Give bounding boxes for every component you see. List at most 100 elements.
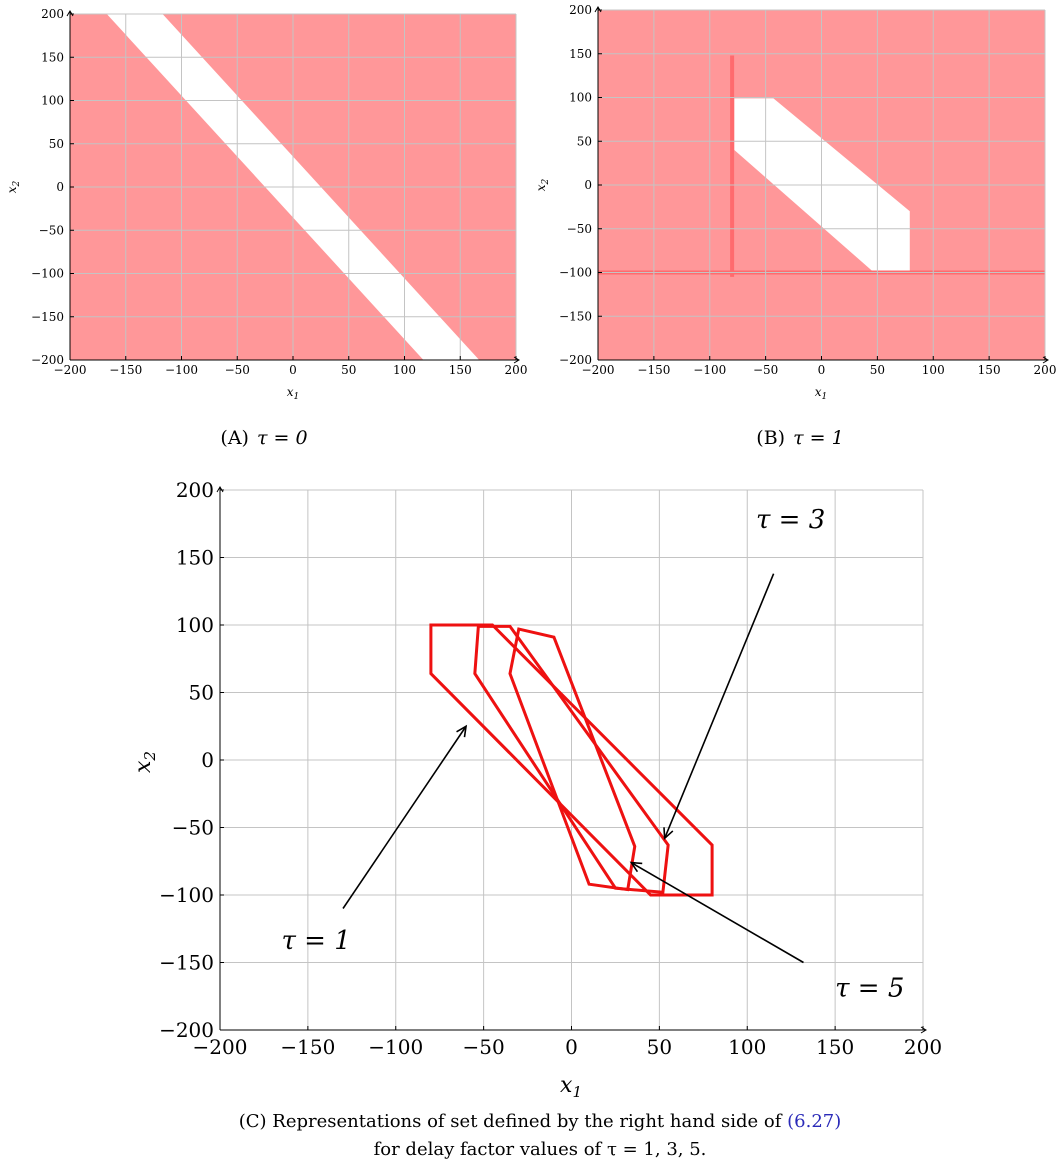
x-tick-label: 100 xyxy=(393,363,416,377)
y-tick-label: 50 xyxy=(49,137,64,151)
y-tick-label: 0 xyxy=(584,178,592,192)
y-tick-label: −150 xyxy=(559,309,592,323)
panel-c-tick-labels: −200 −150 −100 −50 0 50 100 150 200 −200 −150 −100 −… xyxy=(159,478,942,1059)
y-tick-label: 200 xyxy=(569,3,592,17)
panel-b: −200 −150 −100 −50 0 50 100 150 200 −200 −150 −100 −… xyxy=(534,3,1056,449)
annotation-arrow-head-2 xyxy=(663,827,674,841)
y-axis-arrow xyxy=(594,6,602,13)
x-tick-label: −200 xyxy=(54,363,87,377)
y-tick-label: 150 xyxy=(41,50,64,64)
x-tick-label: −150 xyxy=(637,363,670,377)
x-tick-label: −50 xyxy=(463,1035,505,1059)
panel-a-caption-math: τ = 0 xyxy=(257,427,308,449)
panel-a: −200 −150 −100 −50 0 50 100 150 200 −200 −150 −100 −… xyxy=(5,7,527,449)
x-tick-label: 50 xyxy=(647,1035,672,1059)
panel-b-grid xyxy=(598,9,1046,360)
panel-b-axes xyxy=(594,6,1049,364)
x-tick-label: 0 xyxy=(289,363,297,377)
panel-b-caption: (B) τ = 1 xyxy=(756,427,843,449)
panel-c-caption-line2: for delay factor values of τ = 1, 3, 5. xyxy=(374,1139,707,1160)
panel-a-caption-label: (A) xyxy=(220,427,249,449)
series-polygon-2 xyxy=(473,624,670,894)
x-tick-label: 150 xyxy=(978,363,1001,377)
y-tick-label: 100 xyxy=(41,94,64,108)
panel-c-caption-text: (C) Representations of set defined by th… xyxy=(239,1111,787,1132)
x-tick-label: 100 xyxy=(922,363,945,377)
panel-c-xlabel: x1 xyxy=(560,1073,582,1101)
panel-c-ylabel: x2 xyxy=(131,751,159,773)
y-tick-label: −200 xyxy=(159,1018,214,1042)
y-tick-label: −100 xyxy=(31,267,64,281)
panel-c-axes xyxy=(216,486,927,1034)
panel-c-series xyxy=(429,623,714,897)
x-axis-arrow xyxy=(920,1026,927,1034)
annotation-label-1: τ = 1 xyxy=(282,926,351,956)
y-tick-label: −150 xyxy=(31,310,64,324)
y-tick-label: 200 xyxy=(176,478,214,502)
y-tick-label: −150 xyxy=(159,951,214,975)
y-tick-label: −50 xyxy=(39,223,64,237)
x-axis-arrow xyxy=(513,356,520,364)
series-polygon-3 xyxy=(508,627,637,892)
y-tick-label: 200 xyxy=(41,7,64,21)
panel-a-grid xyxy=(70,13,517,360)
panel-b-caption-math: τ = 1 xyxy=(793,427,844,449)
x-tick-label: −200 xyxy=(193,1035,248,1059)
y-tick-label: 150 xyxy=(176,546,214,570)
annotation-label-2: τ = 3 xyxy=(756,505,825,535)
panel-c-caption-ref: (6.27) xyxy=(787,1111,841,1132)
y-tick-label: 100 xyxy=(176,613,214,637)
y-tick-label: −50 xyxy=(567,222,592,236)
annotation-arrow-line-1 xyxy=(342,725,467,909)
y-tick-label: 50 xyxy=(577,134,592,148)
panel-c-caption-line1: (C) Representations of set defined by th… xyxy=(239,1111,842,1132)
annotation-arrow-head-3 xyxy=(629,861,643,873)
x-tick-label: −100 xyxy=(693,363,726,377)
x-tick-label: −50 xyxy=(225,363,250,377)
y-tick-label: −100 xyxy=(559,266,592,280)
x-tick-label: −150 xyxy=(280,1035,335,1059)
y-tick-label: 50 xyxy=(189,681,214,705)
annotation-label-3: τ = 5 xyxy=(835,973,904,1003)
x-axis-arrow xyxy=(1042,356,1049,364)
x-tick-label: −200 xyxy=(582,363,615,377)
x-tick-label: −150 xyxy=(109,363,142,377)
y-tick-label: 100 xyxy=(569,91,592,105)
x-tick-label: −50 xyxy=(753,363,778,377)
panel-a-tick-labels: −200 −150 −100 −50 0 50 100 150 200 −200 −150 −100 −… xyxy=(31,7,527,377)
x-tick-label: 50 xyxy=(341,363,356,377)
x-tick-label: 150 xyxy=(816,1035,854,1059)
y-tick-label: −200 xyxy=(559,353,592,367)
panel-b-caption-label: (B) xyxy=(756,427,785,449)
x-tick-label: −100 xyxy=(165,363,198,377)
x-tick-label: 100 xyxy=(728,1035,766,1059)
y-tick-label: 150 xyxy=(569,47,592,61)
panel-c-annotations: τ = 1 τ = 3 τ = 5 xyxy=(282,505,905,1003)
x-tick-label: 0 xyxy=(565,1035,578,1059)
x-tick-label: 200 xyxy=(1034,363,1057,377)
y-tick-label: 0 xyxy=(201,748,214,772)
annotation-arrow-line-2 xyxy=(663,573,775,839)
x-tick-label: −100 xyxy=(368,1035,423,1059)
panel-a-xlabel: x1 xyxy=(287,385,300,402)
panel-c-grid xyxy=(220,489,924,1030)
panel-a-caption: (A) τ = 0 xyxy=(220,427,307,449)
y-tick-label: −50 xyxy=(172,816,214,840)
panel-b-xlabel: x1 xyxy=(815,385,828,402)
x-tick-label: 150 xyxy=(449,363,472,377)
y-tick-label: −200 xyxy=(31,353,64,367)
x-tick-label: 50 xyxy=(870,363,885,377)
annotation-arrow-line-3 xyxy=(630,861,804,964)
panel-a-ylabel: x2 xyxy=(5,180,22,193)
panel-b-tick-labels: −200 −150 −100 −50 0 50 100 150 200 −200 −150 −100 −… xyxy=(559,3,1056,377)
y-axis-arrow xyxy=(216,486,224,493)
panel-a-axes xyxy=(66,10,520,364)
x-tick-label: 200 xyxy=(904,1035,942,1059)
x-tick-label: 200 xyxy=(505,363,528,377)
y-tick-label: 0 xyxy=(56,180,64,194)
panel-c: −200 −150 −100 −50 0 50 100 150 200 −200 −150 −100 −… xyxy=(131,478,942,1160)
panel-b-ylabel: x2 xyxy=(534,178,551,191)
x-tick-label: 0 xyxy=(818,363,826,377)
annotation-arrow-head-1 xyxy=(456,724,468,738)
